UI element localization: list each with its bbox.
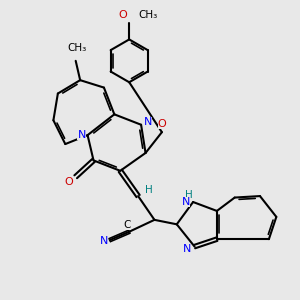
Text: O: O (65, 177, 74, 187)
Text: N: N (77, 130, 86, 140)
Text: O: O (118, 10, 127, 20)
Text: N: N (183, 244, 191, 254)
Text: H: H (145, 185, 152, 195)
Text: CH₃: CH₃ (67, 44, 86, 53)
Text: C: C (123, 220, 130, 230)
Text: N: N (182, 197, 190, 207)
Text: CH₃: CH₃ (139, 10, 158, 20)
Text: H: H (185, 190, 193, 200)
Text: N: N (143, 117, 152, 128)
Text: N: N (100, 236, 108, 246)
Text: O: O (158, 119, 166, 129)
